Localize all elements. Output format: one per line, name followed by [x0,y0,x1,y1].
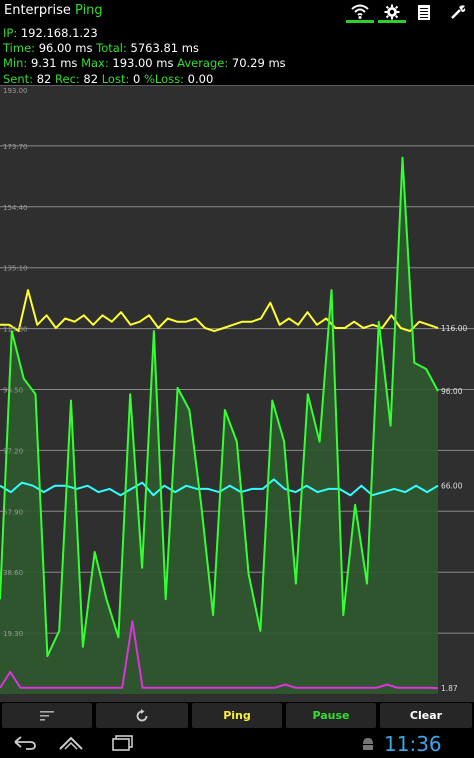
y-tick-label: 96.50 [3,387,23,395]
tab-settings[interactable] [374,0,410,24]
action-bar: Enterprise Ping [0,0,474,24]
app-title-enterprise: Enterprise [4,3,71,18]
y-tick-label: 38.60 [3,569,23,577]
y-tick-label: 135.10 [3,265,28,273]
rec-label: Rec: [55,71,80,86]
min-label: Min: [3,56,28,71]
system-nav-bar: 11:36 [0,728,474,758]
series-line [0,156,439,658]
series-area [0,157,438,695]
back-icon [14,736,36,750]
time-label: Time: [3,41,36,56]
tab-wifi[interactable] [342,0,378,24]
stats-row-counts: Sent: 82 Rec: 82 Lost: 0 %Loss: 0.00 [3,72,286,87]
ip-value: 192.168.1.23 [20,26,98,40]
android-debug-icon [363,738,373,750]
y-tick-label: 193.00 [3,87,28,95]
button-bar: Ping Pause Clear [0,702,474,728]
home-button[interactable] [56,730,86,756]
total-label: Total: [96,41,127,56]
tools-icon [451,5,466,19]
app-title: Enterprise Ping [4,3,103,18]
y-tick-label: 19.30 [3,630,23,638]
series-line [0,289,439,333]
ping-chart: 193.00 173.70 154.40 135.10 115.80 96.50 77.20… [0,85,474,702]
tab-tools[interactable] [440,0,474,24]
tab-settings-indicator [378,20,406,23]
sort-button[interactable] [2,703,92,728]
min-value: 9.31 ms [30,56,78,71]
series-end-label: 116.00 [441,324,467,333]
total-value: 5763.81 ms [130,41,199,56]
recent-apps-icon [112,735,133,751]
y-tick-label: 77.20 [3,447,23,455]
ip-label: IP: [3,26,18,40]
y-tick-label: 154.40 [3,204,28,212]
refresh-button[interactable] [96,703,188,728]
pause-button[interactable]: Pause [286,703,376,728]
recent-apps-button[interactable] [108,730,138,756]
back-button[interactable] [10,730,40,756]
clock: 11:36 [384,732,442,756]
y-tick-label: 115.80 [3,326,28,334]
loss-label: %Loss: [143,71,185,86]
y-tick-label: 173.70 [3,143,28,151]
stats-row-ip: IP: 192.168.1.23 [3,26,286,41]
sort-icon [40,710,54,721]
lost-label: Lost: [101,71,130,86]
average-label: Average: [177,56,229,71]
stats-row-time: Time: 96.00 ms Total: 5763.81 ms [3,41,286,56]
app-title-ping: Ping [75,3,103,18]
max-label: Max: [81,56,109,71]
max-value: 193.00 ms [112,56,174,71]
series-end-label: 1.87 [441,684,458,693]
series-end-label: 66.00 [441,482,463,491]
clear-button[interactable]: Clear [380,703,472,728]
ping-button[interactable]: Ping [192,703,282,728]
tab-list[interactable] [406,0,442,24]
lost-value: 0 [133,71,141,86]
home-icon [59,736,83,750]
series-end-label: 96.00 [441,387,463,396]
stats-row-minmax: Min: 9.31 ms Max: 193.00 ms Average: 70.… [3,56,286,71]
sent-label: Sent: [3,71,34,86]
sent-value: 82 [36,71,52,86]
settings-icon [384,4,400,20]
rec-value: 82 [83,71,99,86]
wifi-icon [351,4,369,19]
status-icons [360,736,376,755]
average-value: 70.29 ms [231,56,286,71]
series-line [0,478,439,497]
y-tick-label: 57.90 [3,508,23,516]
tab-wifi-indicator [346,20,374,23]
stats-panel: IP: 192.168.1.23 Time: 96.00 ms Total: 5… [3,26,286,87]
time-value: 96.00 ms [38,41,93,56]
series-line [0,620,439,690]
refresh-icon [136,708,148,721]
loss-value: 0.00 [187,71,214,86]
list-icon [418,4,430,20]
